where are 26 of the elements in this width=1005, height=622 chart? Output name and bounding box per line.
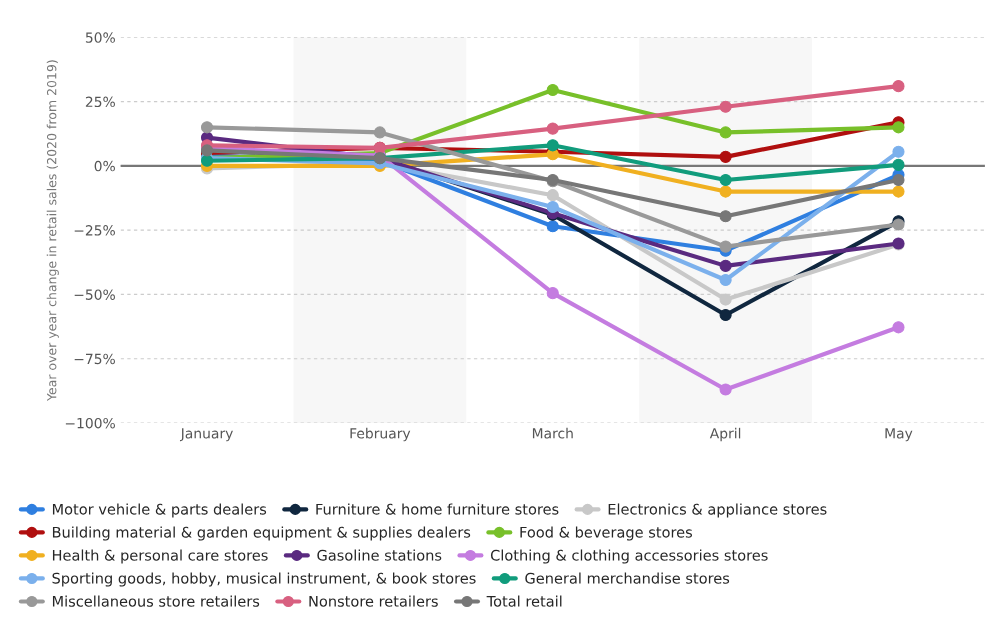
legend-label: Miscellaneous store retailers: [52, 595, 260, 607]
y-tick-label: 25%: [85, 96, 115, 108]
y-tick-label: 50%: [85, 32, 115, 43]
x-tick-label: January: [179, 428, 233, 442]
x-tick-label: February: [350, 427, 411, 442]
y-tick-label: −25%: [74, 225, 115, 236]
legend-label: Furniture & home furniture stores: [316, 503, 559, 515]
legend-label: Total retail: [486, 595, 562, 607]
y-tick-label: −100%: [65, 417, 115, 429]
legend-label: General merchandise stores: [525, 572, 730, 584]
legend-label: Health & personal care stores: [52, 549, 268, 564]
legend-label: Food & beverage stores: [520, 526, 693, 541]
legend-label: Gasoline stations: [317, 549, 442, 561]
legend-label: Sporting goods, hobby, musical instrument, & book stores: [52, 572, 476, 587]
x-tick-label: May: [885, 428, 913, 442]
legend-label: Nonstore retailers: [309, 595, 438, 607]
y-tick-label: −50%: [74, 289, 115, 300]
legend-label: Clothing & clothing accessories stores: [490, 549, 768, 564]
y-tick-label: 0%: [94, 160, 115, 172]
y-axis-title: Year over year change in retail sales (2020 from 2019): [46, 60, 59, 402]
legend-label: Electronics & appliance stores: [608, 503, 827, 518]
x-tick-label: March: [532, 427, 573, 439]
y-tick-label: −75%: [74, 353, 115, 365]
x-tick-label: April: [709, 427, 741, 442]
legend-label: Building material & garden equipment & supplies dealers: [52, 526, 471, 541]
legend-label: Motor vehicle & parts dealers: [52, 503, 267, 518]
